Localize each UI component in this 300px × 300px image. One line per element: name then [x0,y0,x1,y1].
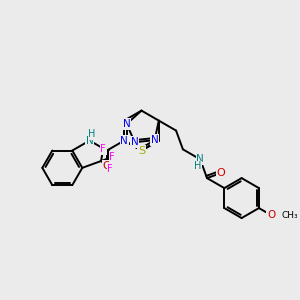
Text: H: H [88,130,95,140]
Text: N: N [123,119,130,129]
Text: N: N [151,135,158,145]
Text: O: O [217,168,226,178]
Text: O: O [103,160,111,170]
Text: F: F [107,164,113,174]
Text: O: O [267,210,275,220]
Text: N: N [196,154,204,164]
Text: F: F [100,144,106,154]
Text: F: F [110,152,115,162]
Text: S: S [138,146,145,156]
Text: N: N [131,137,139,147]
Text: H: H [194,161,202,171]
Text: N: N [138,146,146,156]
Text: N: N [120,136,128,146]
Text: CH₃: CH₃ [282,211,298,220]
Text: N: N [86,136,94,146]
